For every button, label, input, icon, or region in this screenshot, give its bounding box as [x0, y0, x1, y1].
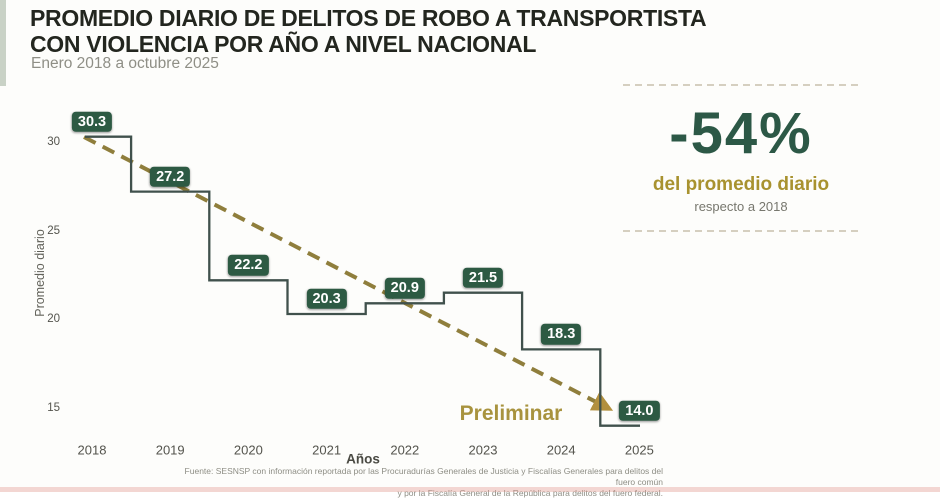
step-line	[85, 135, 640, 427]
stat-label: del promedio diario	[652, 174, 830, 195]
stat-percentage: -54%	[669, 101, 813, 166]
source-line-1: Fuente: SESNSP con información reportada…	[184, 466, 663, 488]
x-tick-label: 2019	[155, 442, 185, 458]
value-label: 20.3	[306, 288, 347, 310]
title-line-1: PROMEDIO DIARIO DE DELITOS DE ROBO A TRA…	[30, 5, 707, 31]
left-edge-artifact	[0, 0, 6, 86]
preliminar-annotation: Preliminar	[459, 402, 563, 425]
x-tick-label: 2022	[390, 442, 420, 458]
value-label: 30.3	[71, 111, 113, 132]
x-tick-label: 2024	[546, 442, 576, 458]
dashed-separator-top	[623, 84, 859, 86]
x-tick-label: 2018	[77, 442, 107, 458]
stat-panel: -54% del promedio diario respecto a 2018	[623, 84, 859, 232]
x-tick-label: 2020	[233, 442, 263, 458]
value-label: 22.2	[228, 255, 269, 276]
y-tick-label: 20	[47, 313, 60, 326]
value-label: 27.2	[150, 166, 191, 187]
value-label: 14.0	[619, 400, 660, 421]
step-chart-canvas	[83, 135, 640, 427]
y-axis-title: Promedio diario	[33, 229, 47, 317]
x-tick-label: 2021	[312, 442, 342, 458]
x-axis-title: Años	[346, 451, 380, 467]
subtitle-date-range: Enero 2018 a octubre 2025	[31, 55, 219, 72]
value-label: 21.5	[462, 267, 504, 288]
y-tick-label: 25	[47, 224, 60, 237]
x-tick-label: 2025	[624, 442, 654, 458]
page-title: PROMEDIO DIARIO DE DELITOS DE ROBO A TRA…	[30, 5, 707, 57]
title-line-2: CON VIOLENCIA POR AÑO A NIVEL NACIONAL	[30, 31, 537, 57]
dashed-separator-bottom	[623, 230, 859, 232]
trend-dashed-line	[83, 135, 614, 411]
y-tick-label: 15	[47, 401, 60, 414]
x-tick-label: 2023	[468, 442, 498, 458]
stat-sublabel: respecto a 2018	[694, 199, 788, 214]
value-label: 18.3	[541, 324, 582, 345]
source-note: Fuente: SESNSP con información reportada…	[163, 466, 663, 499]
y-tick-label: 30	[47, 136, 60, 148]
value-label: 20.9	[384, 278, 425, 299]
bottom-edge-artifact	[0, 487, 940, 492]
